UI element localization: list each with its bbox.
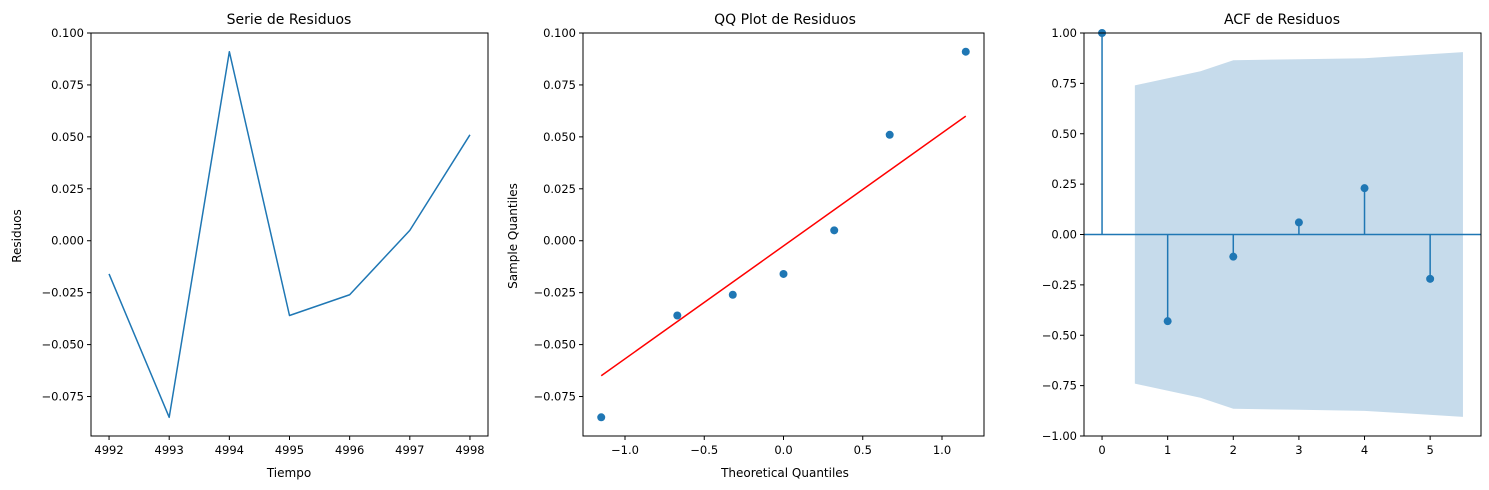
x-tick-label: 4992 — [94, 443, 123, 457]
qq-point — [830, 226, 839, 235]
qq-plot-title: QQ Plot de Residuos — [714, 12, 856, 28]
y-tick-label: 0.000 — [543, 234, 576, 248]
y-tick-label: −0.25 — [1042, 278, 1077, 292]
axes-frame — [90, 32, 489, 437]
y-tick-label: 0.000 — [51, 234, 84, 248]
acf-title: ACF de Residuos — [1224, 12, 1340, 28]
x-tick-label: 4995 — [275, 443, 304, 457]
residual-series-xlabel: Tiempo — [266, 466, 311, 480]
acf-panel: ACF de Residuos 0 1 2 3 4 5 −1.00 −0.75 −0.50 −0.… — [1042, 12, 1482, 457]
y-tick-label: 0.100 — [51, 26, 84, 40]
y-tick-label: 0.075 — [51, 78, 84, 92]
y-tick-label: 0.50 — [1051, 127, 1077, 141]
residual-series-ylabel: Residuos — [10, 209, 24, 263]
acf-marker — [1360, 184, 1369, 193]
x-tick-label: 4998 — [455, 443, 484, 457]
x-tick-label: 4994 — [215, 443, 244, 457]
x-tick-label: 4997 — [395, 443, 424, 457]
axes-frame — [582, 32, 985, 437]
x-tick-label: −1.0 — [611, 443, 639, 457]
y-tick-label: 1.00 — [1051, 26, 1077, 40]
y-tick-label: −0.075 — [533, 390, 576, 404]
y-tick-label: 0.075 — [543, 78, 576, 92]
acf-marker — [1163, 317, 1172, 326]
qq-plot-panel: QQ Plot de Residuos Theoretical Quantile… — [506, 12, 985, 480]
y-tick-label: 0.050 — [543, 130, 576, 144]
y-tick-label: −1.00 — [1042, 429, 1077, 443]
residual-series-line — [108, 50, 471, 419]
qq-point — [597, 413, 606, 422]
x-tick-label: 4996 — [335, 443, 364, 457]
y-tick-label: 0.25 — [1051, 177, 1077, 191]
qq-point — [961, 47, 970, 56]
y-tick-label: −0.75 — [1042, 379, 1077, 393]
x-tick-label: 1 — [1164, 443, 1171, 457]
y-tick-label: −0.025 — [41, 286, 84, 300]
y-tick-label: 0.75 — [1051, 76, 1077, 90]
x-tick-label: 2 — [1230, 443, 1237, 457]
y-tick-label: 0.00 — [1051, 228, 1077, 242]
x-tick-label: 0.0 — [774, 443, 792, 457]
plot-area — [1084, 29, 1481, 417]
acf-marker — [1294, 218, 1303, 227]
x-tick-label: 4 — [1361, 443, 1368, 457]
x-tick-label: 0 — [1098, 443, 1105, 457]
qq-plot-ylabel: Sample Quantiles — [506, 183, 520, 289]
y-tick-label: −0.050 — [533, 338, 576, 352]
x-tick-label: 1.0 — [933, 443, 951, 457]
y-tick-label: −0.025 — [533, 286, 576, 300]
plot-area — [597, 47, 970, 422]
plot-area — [108, 50, 471, 419]
acf-marker — [1426, 274, 1435, 283]
x-tick-label: 5 — [1426, 443, 1433, 457]
y-tick-label: 0.050 — [51, 130, 84, 144]
residual-series-title: Serie de Residuos — [227, 12, 352, 28]
acf-marker — [1229, 252, 1238, 261]
x-tick-label: 4993 — [155, 443, 184, 457]
qq-reference-line — [600, 115, 967, 377]
qq-point — [673, 311, 682, 320]
y-tick-label: −0.075 — [41, 390, 84, 404]
y-tick-label: 0.025 — [543, 182, 576, 196]
x-tick-label: 3 — [1295, 443, 1302, 457]
x-tick-label: 0.5 — [854, 443, 872, 457]
qq-point — [779, 269, 788, 278]
y-tick-label: −0.050 — [41, 338, 84, 352]
qq-plot-xlabel: Theoretical Quantiles — [720, 466, 849, 480]
qq-point — [728, 290, 737, 299]
y-tick-label: 0.025 — [51, 182, 84, 196]
qq-point — [885, 130, 894, 139]
y-tick-label: 0.100 — [543, 26, 576, 40]
x-tick-label: −0.5 — [690, 443, 718, 457]
y-tick-label: −0.50 — [1042, 328, 1077, 342]
residual-series-panel: Serie de Residuos Tiempo Residuos 4992 49… — [10, 12, 489, 480]
